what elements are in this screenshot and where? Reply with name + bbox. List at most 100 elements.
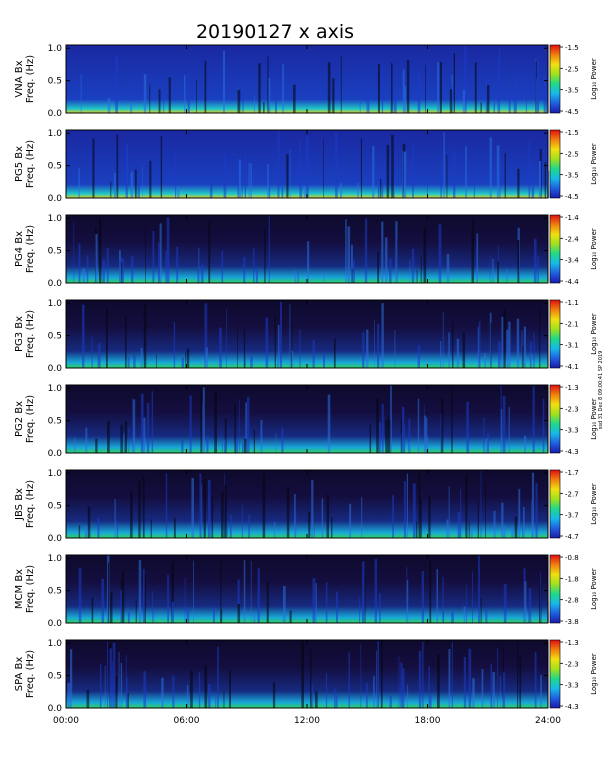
spectrogram [66, 45, 548, 113]
colorbar [549, 639, 561, 709]
colorbar-tick-label: -1.8 [565, 575, 579, 583]
spectrogram [66, 385, 548, 453]
panel-7: 0.0 0.5 1.0 MCM Bx Freq. (Hz) -0.8 -1.8 -2.8 -3.… [14, 554, 598, 629]
y-tick-label: 0.0 [48, 449, 63, 459]
y-tick-label: 0.0 [48, 109, 63, 119]
spectrogram-texture [73, 215, 539, 283]
y-tick-label: 0.5 [48, 162, 62, 172]
colorbar-tick-label: -4.5 [565, 108, 579, 116]
y-tick-label: 1.0 [48, 469, 63, 479]
x-tick-label: 12:00 [294, 716, 320, 726]
colorbar-tick-label: -2.3 [565, 405, 579, 413]
panel-2: 0.0 0.5 1.0 PG5 Bx Freq. (Hz) -1.5 -2.5 -3.5 -4.… [14, 129, 598, 204]
colorbar-tick-label: -3.4 [565, 257, 579, 265]
y-tick-label: 1.0 [48, 214, 63, 224]
colorbar [549, 44, 561, 114]
y-axis-label: Freq. (Hz) [25, 140, 36, 188]
colorbar [549, 129, 561, 199]
y-axis-label: Freq. (Hz) [25, 650, 36, 698]
colorbar [549, 469, 561, 539]
y-tick-label: 0.0 [48, 619, 63, 629]
colorbar-tick-label: -4.4 [565, 278, 579, 286]
y-tick-label: 0.5 [48, 247, 62, 257]
spectrogram [66, 300, 548, 368]
spectrogram-texture [67, 640, 542, 708]
y-axis-label: Freq. (Hz) [25, 395, 36, 443]
panel-3: 0.0 0.5 1.0 PG4 Bx Freq. (Hz) -1.4 -2.4 -3.4 -4.… [14, 214, 598, 289]
y-tick-label: 0.5 [48, 587, 62, 597]
colorbar-tick-label: -3.3 [565, 682, 579, 690]
colorbar-tick-label: -0.8 [565, 554, 579, 562]
colorbar [549, 214, 561, 284]
y-tick-label: 0.0 [48, 704, 63, 714]
colorbar-tick-label: -1.3 [565, 384, 579, 392]
y-tick-label: 0.0 [48, 534, 63, 544]
colorbar-tick-label: -1.1 [565, 299, 579, 307]
colorbar-tick-label: -1.7 [565, 469, 579, 477]
colorbar [549, 384, 561, 454]
colorbar-tick-label: -4.3 [565, 703, 579, 711]
y-tick-label: 0.0 [48, 279, 63, 289]
y-axis-label: Freq. (Hz) [25, 480, 36, 528]
spectrogram-texture [80, 45, 548, 114]
colorbar-tick-label: -2.5 [565, 65, 579, 73]
panel-5: 0.0 0.5 1.0 PG2 Bx Freq. (Hz) -1.3 -2.3 -3.3 -4.… [14, 384, 598, 459]
colorbar-tick-label: -3.5 [565, 87, 579, 95]
station-label: PG2 Bx [14, 401, 25, 437]
y-tick-label: 1.0 [48, 129, 63, 139]
station-label: PG5 Bx [14, 146, 25, 182]
side-note: ssd 31 Dec 8 09:00:41 SP 2019 [598, 351, 604, 430]
y-tick-label: 1.0 [48, 554, 63, 564]
station-label: PG3 Bx [14, 316, 25, 352]
x-tick-label: 00:00 [53, 716, 79, 726]
colorbar-tick-label: -1.5 [565, 44, 579, 52]
y-tick-label: 1.0 [48, 299, 63, 309]
colorbar-tick-label: -1.5 [565, 129, 579, 137]
colorbar-tick-label: -2.1 [565, 320, 579, 328]
colorbar-tick-label: -2.7 [565, 490, 579, 498]
station-label: MCM Bx [14, 569, 25, 609]
colorbar [549, 554, 561, 624]
x-tick-label: 06:00 [174, 716, 200, 726]
colorbar-label: Log₁₀ Power [590, 228, 598, 270]
colorbar-tick-label: -3.8 [565, 618, 579, 626]
colorbar-tick-label: -2.3 [565, 660, 579, 668]
station-label: SPA Bx [14, 657, 25, 692]
y-tick-label: 0.5 [48, 502, 62, 512]
spectrogram [66, 555, 548, 623]
y-tick-label: 0.0 [48, 194, 63, 204]
panel-1: 0.0 0.5 1.0 VNA Bx Freq. (Hz) -1.5 -2.5 -3.5 -4.… [14, 44, 598, 119]
colorbar-tick-label: -3.3 [565, 427, 579, 435]
y-tick-label: 1.0 [48, 44, 63, 54]
colorbar-tick-label: -1.3 [565, 639, 579, 647]
colorbar-tick-label: -4.1 [565, 363, 579, 371]
spectrogram [66, 215, 548, 283]
colorbar-label: Log₁₀ Power [590, 313, 598, 355]
y-axis-label: Freq. (Hz) [25, 565, 36, 613]
panel-6: 0.0 0.5 1.0 JBS Bx Freq. (Hz) -1.7 -2.7 -3.7 -4.… [14, 469, 598, 544]
y-tick-label: 1.0 [48, 639, 63, 649]
spectrogram [66, 640, 548, 708]
colorbar-label: Log₁₀ Power [590, 568, 598, 610]
spectrogram-texture [78, 470, 538, 538]
panel-8: 0.0 0.5 1.0 SPA Bx Freq. (Hz) -1.3 -2.3 -3.3 -4.… [14, 639, 598, 714]
colorbar-tick-label: -4.3 [565, 448, 579, 456]
spectrogram-texture [78, 131, 550, 198]
colorbar-tick-label: -3.7 [565, 512, 579, 520]
x-tick-label: 24:00 [535, 716, 561, 726]
colorbar-tick-label: -1.4 [565, 214, 579, 222]
colorbar-tick-label: -2.5 [565, 150, 579, 158]
colorbar [549, 299, 561, 369]
y-tick-label: 0.0 [48, 364, 63, 374]
station-label: VNA Bx [14, 60, 25, 97]
colorbar-label: Log₁₀ Power [590, 143, 598, 185]
y-axis-label: Freq. (Hz) [25, 55, 36, 103]
y-tick-label: 0.5 [48, 672, 62, 682]
colorbar-label: Log₁₀ Power [590, 483, 598, 525]
x-tick-label: 18:00 [415, 716, 441, 726]
colorbar-label: Log₁₀ Power [590, 58, 598, 100]
spectrogram-texture [82, 302, 541, 368]
